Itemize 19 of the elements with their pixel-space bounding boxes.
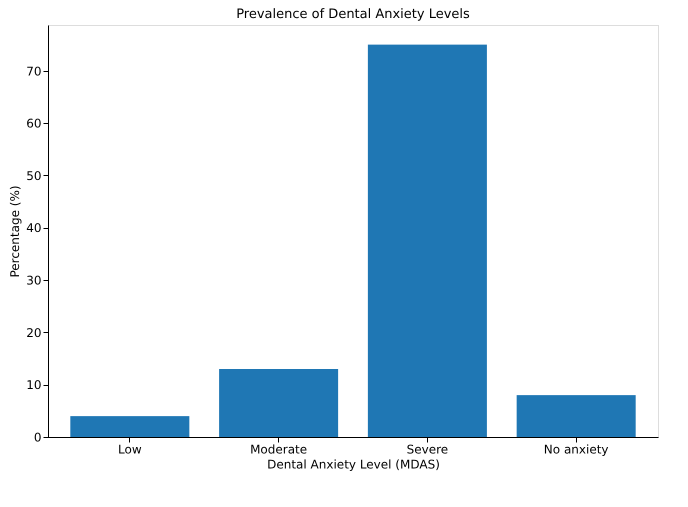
chart-title: Prevalence of Dental Anxiety Levels <box>236 7 470 22</box>
y-tick-label: 50 <box>26 168 42 183</box>
bar <box>219 368 338 437</box>
bar <box>70 416 190 437</box>
y-tick-label: 10 <box>26 378 42 392</box>
bar <box>516 395 636 437</box>
x-tick-label: Moderate <box>250 442 308 456</box>
y-tick-label: 70 <box>26 64 42 78</box>
y-tick-label: 20 <box>26 326 42 340</box>
y-tick-label: 40 <box>26 221 42 236</box>
x-tick-label: No anxiety <box>544 442 609 456</box>
y-axis-title: Percentage (%) <box>8 185 22 278</box>
x-axis-title: Dental Anxiety Level (MDAS) <box>267 458 440 472</box>
x-tick-label: Low <box>118 442 142 456</box>
y-tick-label: 60 <box>26 116 42 131</box>
x-tick-label: Severe <box>406 442 448 456</box>
bar <box>368 44 487 437</box>
y-tick-label: 0 <box>34 430 42 444</box>
y-tick-label: 30 <box>26 274 42 288</box>
